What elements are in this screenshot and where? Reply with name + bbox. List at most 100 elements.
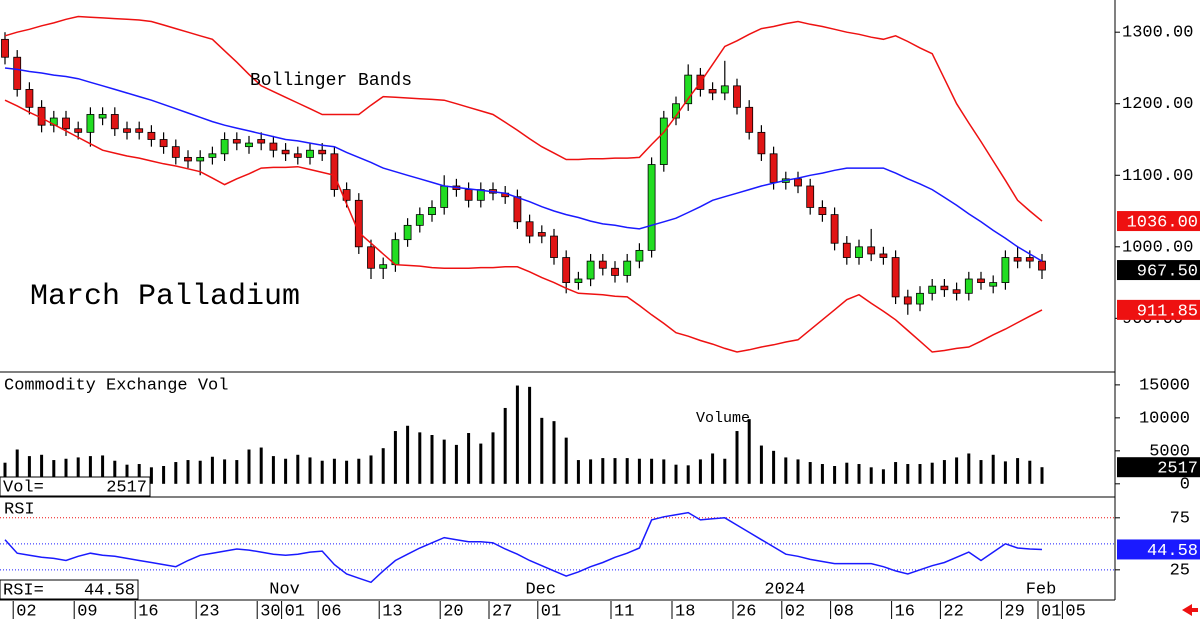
candle-body [525,221,534,237]
candle-body [806,185,815,208]
candle-body [1038,260,1046,271]
y-tick-label: 10000 [1139,409,1190,428]
volume-bar [967,453,971,484]
candle-body [330,153,339,190]
chart-title: March Palladium [30,280,300,314]
candle-body [74,128,83,133]
candle-body [464,189,473,201]
volume-bar [442,439,446,484]
volume-bar [991,454,995,484]
candle-body [98,114,107,119]
candle-body [952,289,961,294]
candle-body [281,149,290,155]
volume-bar [332,458,336,484]
x-tick-label: 06 [321,602,341,620]
candle-body [830,214,839,244]
volume-bar [698,459,702,484]
candle-body [123,128,131,133]
x-tick-label: 11 [614,602,634,620]
candle-body [62,117,70,130]
candle-body [574,278,583,283]
candle-body [720,85,729,94]
candle-body [513,196,522,223]
price-tag [1117,299,1200,320]
x-tick-label: 01 [1041,602,1061,620]
candle-body [537,232,546,237]
candle-body [855,246,863,258]
volume-bar [40,454,44,484]
volume-bar [430,435,434,484]
volume-bar [174,462,178,484]
candle-body [623,260,632,276]
x-tick-label: 30 [260,602,280,620]
volume-bar [881,469,885,484]
volume-bar [284,458,288,484]
x-month-label: Nov [269,580,300,599]
volume-bar [857,464,861,484]
price-tag [1117,260,1200,281]
rsi-line [4,511,1043,584]
x-tick-label: 16 [138,602,158,620]
candle-body [794,178,802,187]
volume-bar [308,457,312,484]
candle-body [208,153,217,158]
candle-body [940,285,949,291]
candle-body [598,260,607,269]
x-tick-label: 01 [285,602,305,620]
volume-bar [894,462,898,484]
volume-bar [467,433,471,484]
volume-bar [564,437,568,484]
volume-bar [223,459,227,484]
value-tag-label: 44.58 [1147,542,1198,561]
volume-bar [723,458,727,484]
volume-bar [369,455,373,484]
volume-bar [686,465,690,484]
x-month-label: Feb [1026,580,1057,599]
volume-bar [320,460,324,484]
volume-bar [186,460,190,484]
volume-bar [613,458,617,484]
candle-body [257,139,266,144]
candle-body [306,149,314,158]
candle-body [25,89,34,108]
volume-bar [662,459,666,484]
volume-bar [88,456,92,484]
volume-bar [15,449,19,484]
volume-bar [540,417,544,484]
x-tick-label: 13 [382,602,402,620]
candle-body [916,292,924,305]
candle-body [184,156,192,162]
candle-body [1025,257,1034,262]
price-tag-label: 967.50 [1137,263,1198,282]
candle-body [928,285,937,294]
volume-bar [796,459,800,484]
y-tick-label: 25 [1170,561,1190,580]
candle-body [879,253,888,258]
volume-bar [759,445,763,484]
x-month-label: 2024 [764,580,805,599]
volume-bar [845,462,849,484]
candle-body [196,156,205,162]
candle-body [757,131,766,155]
candle-body [989,282,998,287]
volume-bar [259,447,263,484]
x-tick-label: 01 [541,602,561,620]
candle-body [867,246,876,255]
readout-box [0,476,151,497]
annotation: Bollinger Bands [250,71,412,91]
y-tick-label: 1300.00 [1122,24,1193,43]
candle-body [586,260,595,280]
candle-body [684,74,693,105]
volume-bar [735,431,739,484]
price-tag-label: 911.85 [1137,302,1198,321]
y-tick-label: 1200.00 [1122,95,1193,114]
x-tick-label: 27 [492,602,512,620]
x-tick-label: 18 [675,602,695,620]
candle-body [110,114,119,130]
candle-body [1001,257,1010,283]
candle-body [708,89,717,94]
readout-box [0,579,139,600]
candle-body [367,246,375,269]
x-tick-label: 16 [895,602,915,620]
volume-bar [357,458,361,484]
